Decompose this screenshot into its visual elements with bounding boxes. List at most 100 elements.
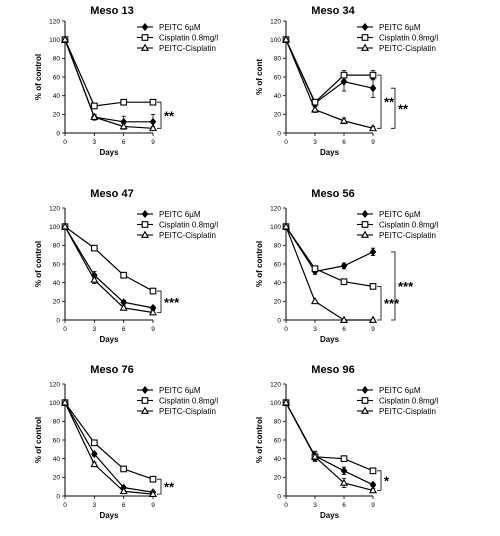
data-point [310, 105, 320, 113]
data-point [369, 71, 377, 79]
legend-label: Cisplatin 0.8mg/l [159, 33, 218, 42]
data-point [340, 455, 348, 463]
data-point [281, 398, 291, 406]
data-point [369, 247, 377, 256]
y-tick-label: 60 [53, 261, 61, 268]
y-tick-label: 20 [53, 112, 61, 119]
legend-label: PEITC 6µM [379, 23, 421, 32]
data-point [368, 315, 378, 323]
data-point [369, 467, 377, 475]
y-tick-label: 0 [277, 130, 281, 137]
y-tick-label: 80 [53, 56, 61, 63]
legend-label: PEITC-Cisplatin [159, 44, 216, 53]
chart-panel: Meso 13 0 20 40 60 80 100 120 0 3 6 9 Days % of contr… [34, 5, 218, 157]
legend-marker [360, 230, 370, 238]
significance-bracket [377, 74, 382, 129]
data-point [281, 35, 291, 43]
y-tick-label: 60 [274, 261, 282, 268]
legend-marker [141, 397, 149, 404]
y-axis-label: % of control [34, 54, 43, 100]
significance-label: ** [164, 108, 175, 123]
data-point [149, 98, 157, 106]
legend-marker [361, 209, 369, 219]
y-tick-label: 120 [270, 205, 281, 212]
data-point [339, 315, 349, 323]
series-line [285, 402, 374, 472]
x-tick-label: 6 [122, 326, 126, 333]
data-point [90, 112, 99, 120]
series-line [64, 402, 154, 493]
data-point [60, 222, 70, 230]
x-tick-label: 3 [93, 326, 97, 333]
significance-label: *** [384, 296, 400, 311]
series-line [285, 226, 374, 273]
y-tick-label: 100 [270, 37, 281, 44]
data-point [281, 222, 291, 230]
significance-label: * [384, 474, 390, 489]
y-tick-label: 100 [49, 224, 60, 231]
y-tick-label: 100 [270, 224, 281, 231]
legend-label: PEITC 6µM [159, 210, 201, 219]
y-tick-label: 60 [274, 437, 282, 444]
legend-label: PEITC 6µM [379, 210, 421, 219]
data-point [120, 465, 128, 473]
significance-bracket [157, 478, 162, 495]
data-point [60, 35, 70, 43]
x-axis-label: Days [99, 335, 119, 344]
series-line [285, 402, 374, 486]
data-point [148, 123, 158, 132]
data-point [148, 308, 158, 316]
data-point [90, 244, 98, 252]
y-tick-label: 120 [49, 381, 60, 388]
series-line [64, 226, 154, 309]
y-tick-label: 80 [53, 243, 61, 250]
significance-label: ** [398, 101, 409, 116]
data-point [340, 71, 348, 79]
y-axis-label: % of control [255, 417, 264, 463]
data-point [340, 278, 348, 286]
y-tick-label: 80 [53, 419, 61, 426]
x-tick-label: 0 [63, 326, 67, 333]
series-line [285, 226, 374, 287]
y-tick-label: 0 [56, 493, 60, 500]
significance-bracket [377, 286, 382, 321]
legend-label: PEITC 6µM [379, 386, 421, 395]
legend-label: PEITC-Cisplatin [159, 407, 216, 416]
y-tick-label: 20 [53, 299, 61, 306]
legend-marker [361, 22, 369, 32]
legend-marker [141, 209, 149, 219]
data-point [60, 398, 70, 406]
significance-bracket [391, 87, 396, 129]
x-tick-label: 3 [93, 139, 97, 146]
chart-panel: Meso 96 0 20 40 60 80 100 120 0 3 6 9 Days % of contr… [255, 364, 438, 520]
y-tick-label: 120 [49, 18, 60, 25]
legend-label: PEITC 6µM [159, 23, 201, 32]
x-tick-label: 0 [63, 502, 67, 509]
series-line [64, 39, 153, 123]
y-tick-label: 0 [277, 317, 281, 324]
significance-label: *** [398, 279, 414, 294]
x-tick-label: 6 [342, 326, 346, 333]
x-axis-label: Days [320, 511, 340, 520]
x-tick-label: 9 [371, 502, 375, 509]
series-line [64, 402, 154, 495]
y-tick-label: 120 [270, 381, 281, 388]
chart-title: Meso 96 [311, 364, 354, 376]
x-tick-label: 3 [313, 502, 317, 509]
data-point [120, 98, 128, 106]
significance-bracket [391, 251, 396, 321]
series-line [64, 39, 154, 129]
legend-marker [141, 221, 149, 228]
series-line [285, 402, 374, 491]
y-tick-label: 120 [270, 18, 281, 25]
data-point [91, 449, 98, 459]
series-line [64, 226, 154, 292]
x-axis-label: Days [320, 335, 340, 344]
significance-label: ** [384, 95, 395, 110]
y-tick-label: 60 [53, 437, 61, 444]
x-tick-label: 9 [151, 502, 155, 509]
x-tick-label: 3 [313, 139, 317, 146]
x-tick-label: 9 [371, 139, 375, 146]
y-axis-label: % of control [255, 241, 264, 287]
